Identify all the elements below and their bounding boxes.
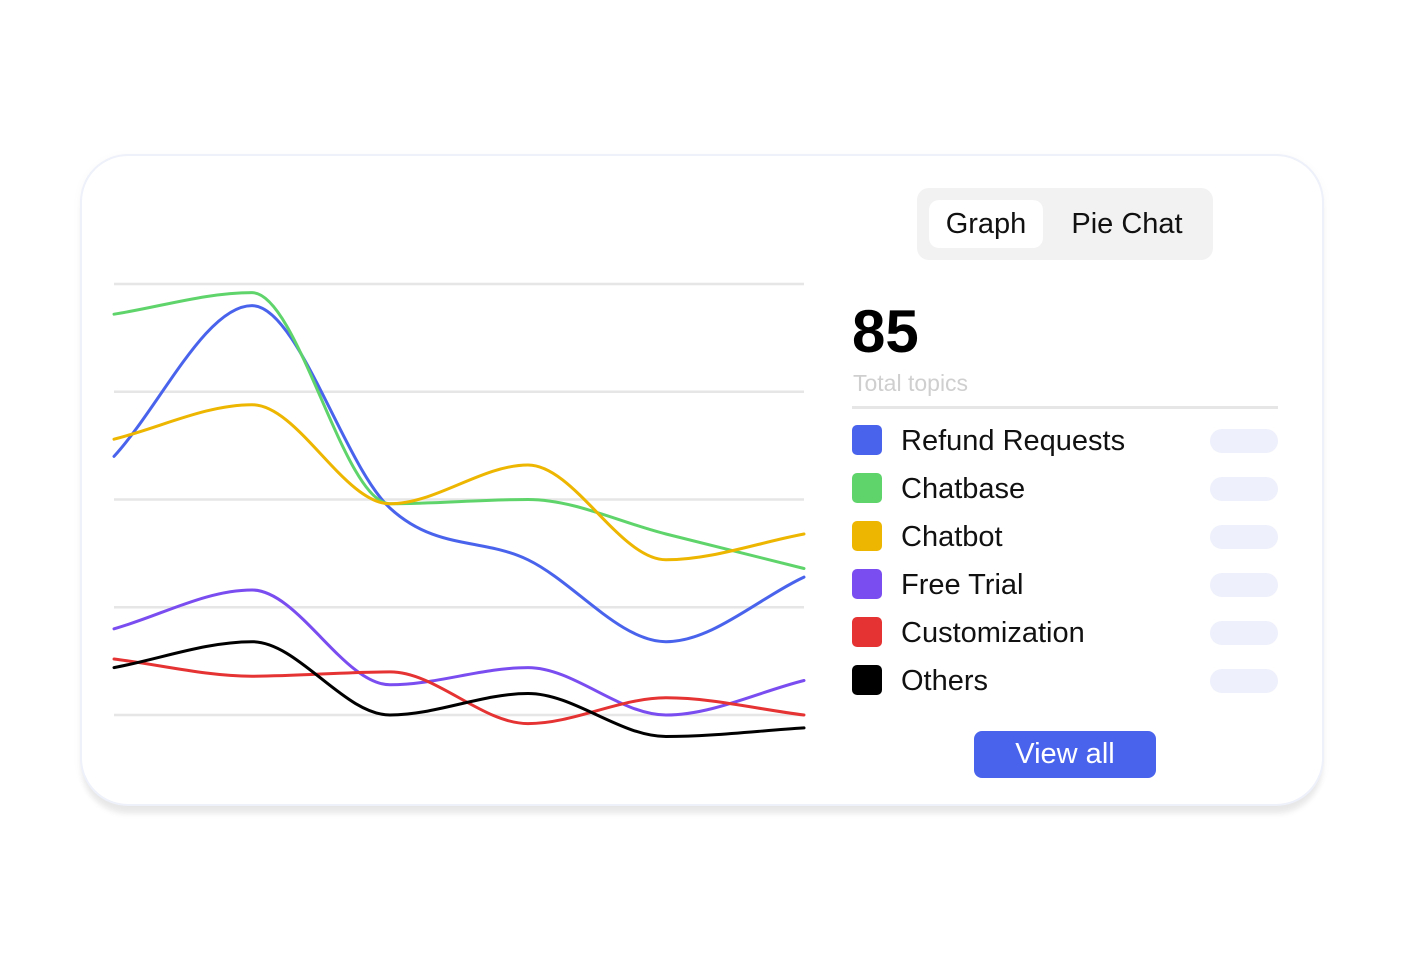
- legend-swatch: [852, 425, 882, 455]
- view-all-button[interactable]: View all: [974, 731, 1156, 778]
- legend-label: Chatbot: [901, 521, 1003, 553]
- tab-graph[interactable]: Graph: [929, 200, 1043, 248]
- series-line-customization: [112, 657, 806, 726]
- series-line-others: [112, 640, 806, 738]
- legend-item-chatbase[interactable]: Chatbase: [852, 472, 1278, 506]
- legend-value-placeholder: [1210, 525, 1278, 549]
- legend-swatch: [852, 569, 882, 599]
- series-line-chatbase: [112, 291, 806, 570]
- legend-swatch: [852, 665, 882, 695]
- legend-label: Others: [901, 665, 989, 697]
- total-topics-value: 85: [852, 298, 919, 365]
- legend-value-placeholder: [1210, 573, 1278, 597]
- legend-item-others[interactable]: Others: [852, 664, 1278, 698]
- total-topics-label: Total topics: [853, 370, 969, 396]
- legend-value-placeholder: [1210, 669, 1278, 693]
- legend-item-refund-requests[interactable]: Refund Requests: [852, 424, 1278, 458]
- legend-label: Refund Requests: [901, 425, 1126, 457]
- legend-label: Chatbase: [901, 473, 1026, 505]
- series-line-free-trial: [112, 588, 806, 717]
- legend-item-chatbot[interactable]: Chatbot: [852, 520, 1278, 554]
- legend-swatch: [852, 521, 882, 551]
- legend-swatch: [852, 617, 882, 647]
- series-line-refund-requests: [112, 304, 806, 644]
- legend-label: Free Trial: [901, 569, 1024, 601]
- legend-value-placeholder: [1210, 477, 1278, 501]
- topics-card: [80, 154, 1324, 806]
- legend-item-free-trial[interactable]: Free Trial: [852, 568, 1278, 602]
- view-toggle: Graph Pie Chat: [917, 188, 1213, 260]
- legend-value-placeholder: [1210, 429, 1278, 453]
- chart-grid: [114, 282, 804, 717]
- legend-value-placeholder: [1210, 621, 1278, 645]
- series-line-chatbot: [112, 403, 806, 562]
- divider: [852, 406, 1278, 409]
- legend-label: Customization: [901, 617, 1085, 649]
- legend-item-customization[interactable]: Customization: [852, 616, 1278, 650]
- legend-swatch: [852, 473, 882, 503]
- tab-pie-chat[interactable]: Pie Chat: [1071, 208, 1183, 240]
- chart-series: [112, 291, 806, 738]
